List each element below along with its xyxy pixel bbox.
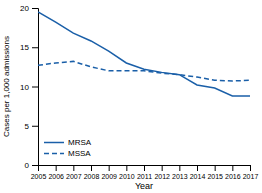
y-tick: 5: [25, 122, 38, 131]
x-tick-label: 2014: [190, 173, 206, 180]
y-tick-mark: [32, 165, 38, 166]
x-tick-label: 2010: [119, 173, 135, 180]
x-tick: 2012: [154, 165, 170, 180]
line-series: [38, 61, 250, 81]
x-tick-mark: [144, 165, 145, 171]
y-tick-mark: [32, 87, 38, 88]
y-tick-label: 15: [20, 43, 29, 52]
x-tick-mark: [215, 165, 216, 171]
y-tick-label: 10: [20, 83, 29, 92]
y-axis: 0 5 10 15 20: [20, 4, 38, 170]
y-tick-label: 0: [25, 161, 30, 170]
y-axis-title: Cases per 1,000 admissions: [2, 36, 11, 137]
x-tick-mark: [232, 165, 233, 171]
chart: 2005200620072008200920102011201220132014…: [0, 0, 262, 193]
line-series: [38, 12, 250, 96]
legend-swatch: [44, 153, 64, 155]
legend: MRSA MSSA: [44, 138, 92, 158]
y-tick-label: 20: [20, 4, 29, 13]
y-tick: 0: [25, 161, 38, 170]
legend-item: MRSA: [44, 138, 92, 147]
x-axis-line: [39, 166, 251, 172]
x-tick-mark: [126, 165, 127, 171]
x-tick-label: 2012: [154, 173, 170, 180]
x-tick-label: 2009: [101, 173, 117, 180]
x-tick: 2017: [243, 165, 259, 180]
x-tick-label: 2005: [31, 173, 47, 180]
x-tick-mark: [91, 165, 92, 171]
x-tick-mark: [109, 165, 110, 171]
x-tick-label: 2015: [207, 173, 223, 180]
y-tick: 15: [20, 43, 38, 52]
x-tick: 2015: [207, 165, 223, 180]
y-tick-label: 5: [25, 122, 30, 131]
x-axis-title: Year: [135, 181, 153, 191]
legend-item: MSSA: [44, 149, 91, 158]
x-tick: 2009: [101, 165, 117, 180]
x-tick-mark: [197, 165, 198, 171]
y-axis-line: [32, 9, 39, 166]
y-tick-mark: [32, 8, 38, 9]
x-tick: 2010: [119, 165, 135, 180]
plot: 2005200620072008200920102011201220132014…: [20, 4, 258, 180]
y-tick-mark: [32, 47, 38, 48]
x-tick-mark: [73, 165, 74, 171]
x-tick: 2005: [31, 165, 47, 180]
x-tick-label: 2016: [225, 173, 241, 180]
x-tick: 2008: [84, 165, 100, 180]
x-tick-mark: [162, 165, 163, 171]
y-tick-mark: [32, 126, 38, 127]
x-tick-mark: [56, 165, 57, 171]
x-axis: 2005200620072008200920102011201220132014…: [31, 165, 259, 180]
x-tick: 2014: [190, 165, 206, 180]
y-tick: 10: [20, 83, 38, 92]
legend-label: MRSA: [68, 138, 92, 147]
x-tick-label: 2011: [137, 173, 152, 180]
x-tick: 2016: [225, 165, 241, 180]
y-tick: 20: [20, 4, 38, 13]
x-tick: 2007: [66, 165, 82, 180]
x-tick-label: 2007: [66, 173, 82, 180]
lines: [38, 12, 250, 96]
x-tick-mark: [250, 165, 251, 171]
legend-swatch: [44, 142, 64, 144]
x-tick-label: 2008: [84, 173, 100, 180]
x-tick: 2006: [48, 165, 64, 180]
legend-label: MSSA: [68, 149, 91, 158]
x-tick-label: 2006: [48, 173, 64, 180]
x-tick: 2011: [137, 165, 152, 180]
x-tick-label: 2013: [172, 173, 188, 180]
x-tick-mark: [179, 165, 180, 171]
x-tick: 2013: [172, 165, 188, 180]
x-tick-label: 2017: [243, 173, 259, 180]
